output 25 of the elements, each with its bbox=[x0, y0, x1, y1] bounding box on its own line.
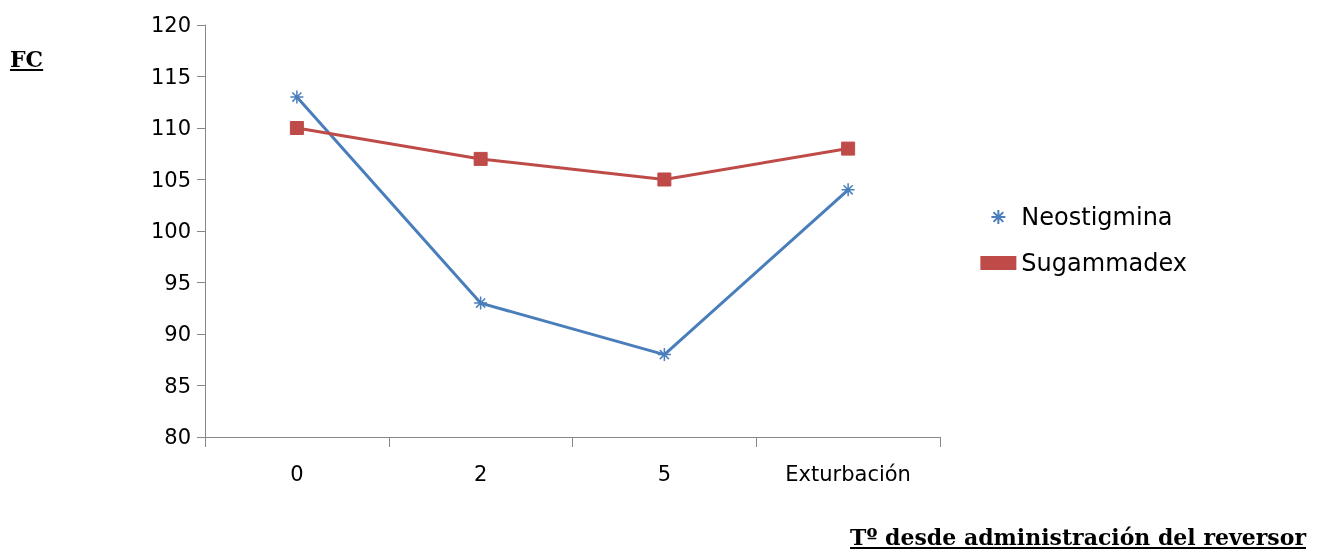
y-tick-label: 95 bbox=[164, 270, 191, 295]
legend-label: Sugammadex bbox=[1021, 249, 1188, 277]
point bbox=[841, 141, 856, 156]
point bbox=[657, 347, 672, 362]
point bbox=[840, 182, 856, 198]
y-tick-label: 85 bbox=[164, 373, 191, 398]
x-tick-label: Exturbación bbox=[785, 461, 911, 486]
y-tick-label: 80 bbox=[164, 425, 191, 449]
x-axis-title: Tº desde administración del reversor bbox=[850, 524, 1306, 550]
x-tick-label: 0 bbox=[290, 461, 304, 486]
x-tick-label: 5 bbox=[657, 461, 672, 486]
point bbox=[289, 89, 305, 105]
y-tick-label: 120 bbox=[150, 13, 191, 37]
point bbox=[289, 121, 304, 135]
x-tick-label: 2 bbox=[473, 461, 488, 486]
y-tick-label: 100 bbox=[150, 219, 191, 243]
point bbox=[657, 172, 672, 187]
legend-label: Neostigmina bbox=[1021, 203, 1173, 231]
y-tick-label: 105 bbox=[150, 167, 191, 192]
y-axis-title: FC bbox=[10, 46, 44, 72]
point bbox=[473, 295, 488, 311]
point bbox=[473, 151, 488, 166]
y-tick-label: 110 bbox=[150, 116, 191, 140]
y-tick-label: 90 bbox=[164, 322, 191, 346]
y-tick-label: 115 bbox=[150, 64, 191, 89]
